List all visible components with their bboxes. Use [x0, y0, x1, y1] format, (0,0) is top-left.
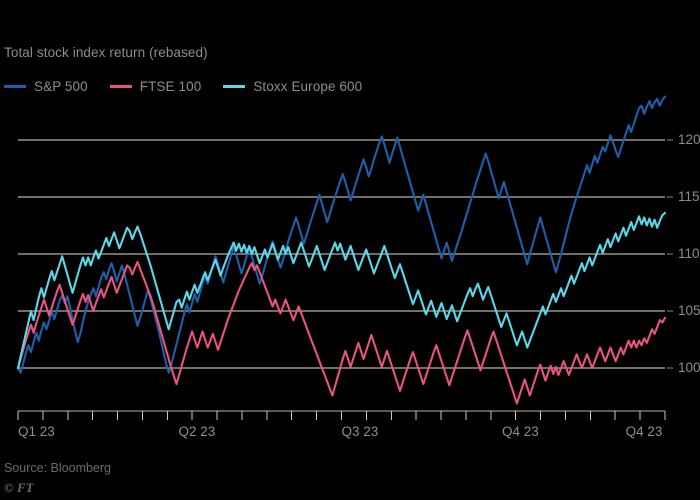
x-axis — [17, 410, 666, 420]
series-line-s-p-500 — [16, 95, 667, 374]
chart-legend: S&P 500 FTSE 100 Stoxx Europe 600 — [4, 79, 384, 94]
series-line-stoxx-europe-600 — [16, 211, 667, 370]
legend-label-ftse100: FTSE 100 — [139, 79, 202, 94]
series-lines — [16, 95, 667, 405]
x-axis-labels: Q1 23 Q2 23 Q3 23 Q4 23 Q4 23 — [18, 424, 662, 439]
legend-label-sp500: S&P 500 — [34, 79, 88, 94]
y-axis-labels: 100 105 110 115 120 — [667, 132, 700, 375]
x-axis-tick-label: Q4 23 — [502, 424, 539, 439]
x-axis-tick-label: Q1 23 — [18, 424, 55, 439]
legend-label-stoxx600: Stoxx Europe 600 — [253, 79, 363, 94]
y-axis-tick-label: 115 — [678, 189, 700, 204]
legend-item-sp500[interactable]: S&P 500 — [4, 79, 88, 94]
x-axis-tick-label: Q2 23 — [178, 424, 215, 439]
y-axis-tick-label: 110 — [678, 246, 700, 261]
legend-swatch-sp500 — [4, 85, 26, 88]
legend-swatch-stoxx600 — [223, 85, 246, 88]
y-axis-tick-label: 105 — [678, 303, 700, 318]
series-line-ftse-100 — [16, 260, 667, 405]
y-axis-tick-label: 100 — [678, 360, 700, 375]
legend-item-stoxx600[interactable]: Stoxx Europe 600 — [223, 79, 362, 94]
legend-item-ftse100[interactable]: FTSE 100 — [109, 79, 202, 94]
x-axis-tick-label: Q4 23 — [626, 424, 663, 439]
legend-swatch-ftse100 — [109, 85, 132, 88]
gridlines — [18, 139, 665, 369]
ft-credit: © FT — [4, 481, 34, 495]
y-axis-tick-label: 120 — [678, 132, 700, 147]
x-axis-tick-label: Q3 23 — [342, 424, 379, 439]
chart-subtitle: Total stock index return (rebased) — [4, 45, 208, 60]
source-note: Source: Bloomberg — [4, 461, 112, 475]
